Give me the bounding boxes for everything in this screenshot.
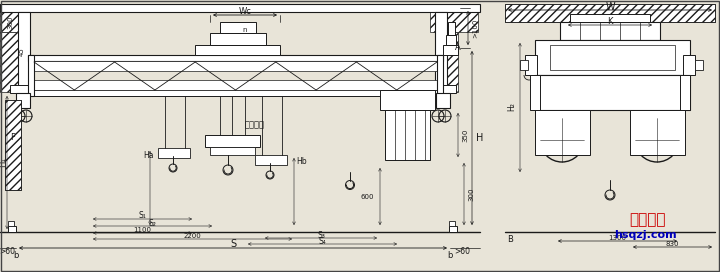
Text: >100: >100 bbox=[472, 18, 478, 38]
Text: K: K bbox=[607, 17, 613, 26]
Text: b: b bbox=[13, 251, 19, 259]
Bar bbox=[380, 90, 435, 110]
Text: 600: 600 bbox=[361, 194, 374, 200]
Text: >60: >60 bbox=[0, 248, 15, 256]
Bar bbox=[570, 14, 650, 22]
Bar bbox=[385, 110, 430, 160]
Bar bbox=[5, 100, 21, 190]
Text: S₂: S₂ bbox=[148, 218, 156, 227]
Text: 1100: 1100 bbox=[133, 227, 151, 233]
Bar bbox=[535, 110, 590, 155]
Bar bbox=[530, 75, 540, 110]
Bar bbox=[449, 221, 455, 226]
Text: 1300: 1300 bbox=[608, 235, 626, 241]
Bar bbox=[195, 45, 280, 55]
Bar bbox=[18, 12, 30, 87]
Bar bbox=[683, 55, 695, 75]
Text: 45: 45 bbox=[19, 48, 25, 56]
Bar bbox=[0, 4, 28, 32]
Bar bbox=[535, 75, 690, 110]
Text: n: n bbox=[243, 27, 247, 33]
Text: W: W bbox=[606, 2, 615, 12]
Bar bbox=[525, 55, 537, 75]
Bar bbox=[8, 221, 14, 226]
Bar bbox=[5, 100, 21, 190]
Bar bbox=[255, 155, 287, 165]
Text: 830: 830 bbox=[665, 241, 679, 247]
Bar bbox=[448, 22, 455, 35]
Text: S₁: S₁ bbox=[138, 212, 146, 221]
Bar bbox=[8, 226, 16, 232]
Text: S: S bbox=[230, 239, 236, 249]
Text: 350: 350 bbox=[462, 128, 468, 142]
Bar bbox=[0, 4, 480, 12]
Bar bbox=[443, 45, 458, 55]
Text: b: b bbox=[447, 251, 453, 259]
Bar bbox=[10, 85, 32, 93]
Bar bbox=[210, 147, 255, 155]
Bar bbox=[630, 110, 685, 155]
Text: 大车轨面: 大车轨面 bbox=[245, 120, 265, 129]
Bar bbox=[437, 55, 443, 96]
Text: S₃: S₃ bbox=[317, 230, 325, 240]
Bar bbox=[550, 45, 675, 70]
Bar bbox=[505, 4, 715, 22]
Text: >60: >60 bbox=[454, 248, 470, 256]
Bar bbox=[449, 226, 457, 232]
Bar bbox=[436, 32, 458, 92]
Text: A: A bbox=[455, 44, 461, 52]
Bar bbox=[520, 60, 528, 70]
Bar bbox=[430, 4, 478, 32]
Bar bbox=[505, 4, 715, 22]
Text: S₄: S₄ bbox=[318, 236, 326, 246]
Text: 300: 300 bbox=[468, 187, 474, 201]
Text: Wc: Wc bbox=[238, 8, 251, 17]
Bar bbox=[28, 55, 443, 61]
Bar bbox=[535, 40, 690, 75]
Text: Hb: Hb bbox=[296, 157, 307, 166]
Bar bbox=[28, 90, 443, 96]
Bar bbox=[28, 61, 443, 71]
Bar bbox=[560, 22, 660, 40]
Bar bbox=[0, 32, 22, 92]
Bar bbox=[695, 60, 703, 70]
Bar bbox=[205, 135, 260, 147]
Bar bbox=[446, 35, 456, 45]
Text: 300: 300 bbox=[7, 15, 13, 29]
Text: H₁: H₁ bbox=[0, 157, 7, 167]
Text: 2200: 2200 bbox=[183, 233, 201, 239]
Bar bbox=[680, 75, 690, 110]
Bar bbox=[158, 148, 190, 158]
Bar bbox=[436, 93, 450, 108]
Bar bbox=[28, 80, 443, 90]
Text: B: B bbox=[507, 236, 513, 245]
Bar bbox=[220, 22, 256, 33]
Text: H₂: H₂ bbox=[507, 103, 516, 112]
Text: 上起鸿升: 上起鸿升 bbox=[630, 212, 666, 227]
Text: H: H bbox=[476, 133, 483, 143]
Text: hsqzj.com: hsqzj.com bbox=[613, 230, 676, 240]
Bar bbox=[210, 33, 266, 45]
Text: F: F bbox=[11, 134, 15, 143]
Bar bbox=[434, 85, 456, 93]
Bar bbox=[435, 12, 447, 87]
Bar bbox=[16, 93, 30, 108]
Text: Ha: Ha bbox=[143, 150, 154, 159]
Bar bbox=[28, 55, 34, 96]
